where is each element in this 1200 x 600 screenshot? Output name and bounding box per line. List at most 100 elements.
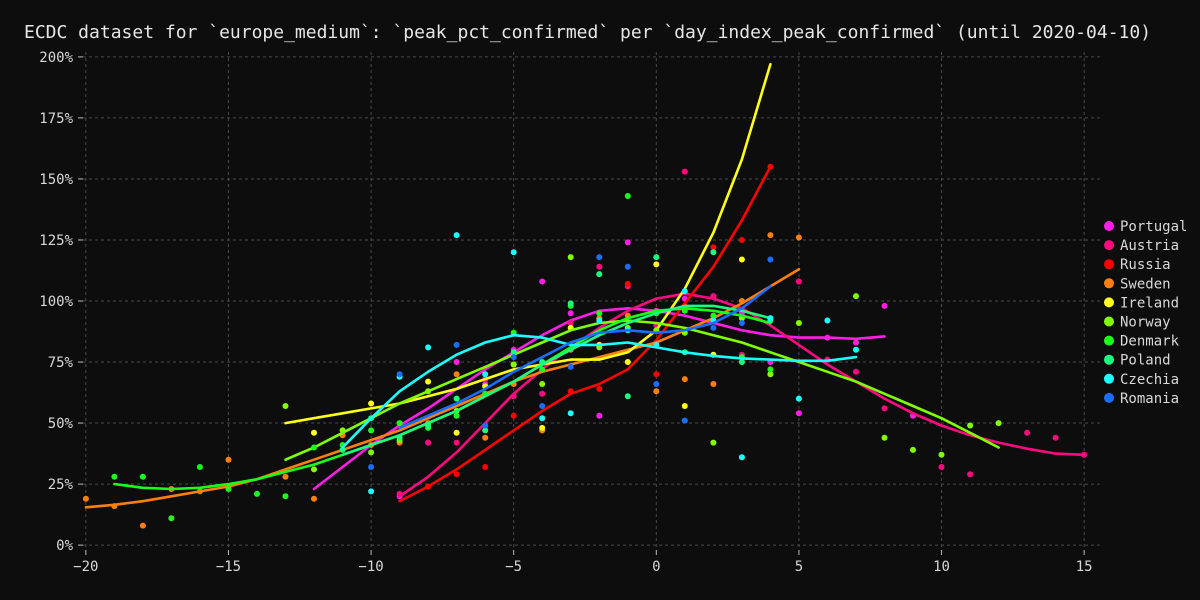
data-point-russia (596, 385, 603, 392)
data-point-romania (453, 341, 460, 348)
data-point-sweden (225, 456, 232, 463)
data-point-poland (567, 300, 574, 307)
data-point-ireland (738, 256, 745, 263)
data-point-poland (710, 249, 717, 256)
data-point-russia (738, 237, 745, 243)
axes: −20 −15 −10 −5 0 5 10 150%25%50%75%100%125%150%… (39, 50, 1092, 575)
y-tick-label: 25% (48, 477, 74, 493)
data-point-austria (510, 393, 517, 400)
data-point-denmark (453, 412, 460, 419)
data-point-romania (767, 256, 774, 263)
data-point-romania (510, 354, 517, 361)
data-point-norway (995, 420, 1002, 427)
data-point-sweden (710, 381, 717, 387)
legend-item-portugal: Portugal (1104, 219, 1187, 235)
data-point-czechia (738, 454, 745, 461)
legend-item-romania: Romania (1104, 391, 1179, 407)
y-tick-label: 100% (39, 294, 73, 310)
y-tick-label: 200% (39, 50, 73, 66)
data-point-poland (539, 359, 546, 365)
data-point-sweden (681, 376, 688, 383)
x-tick-label: 5 (795, 559, 803, 575)
data-point-denmark (168, 515, 175, 522)
data-point-romania (368, 464, 375, 470)
data-point-sweden (482, 434, 489, 441)
data-point-austria (453, 439, 460, 446)
data-point-romania (624, 263, 631, 270)
series-poland (339, 249, 774, 457)
data-point-denmark (681, 307, 688, 314)
data-point-austria (1052, 434, 1059, 441)
legend-item-norway: Norway (1104, 315, 1171, 331)
data-point-czechia (681, 288, 688, 295)
data-point-austria (681, 168, 688, 175)
data-point-denmark (396, 420, 403, 427)
data-point-denmark (624, 193, 631, 199)
data-point-russia (482, 464, 489, 470)
y-tick-label: 175% (39, 111, 73, 127)
legend-item-sweden: Sweden (1104, 276, 1171, 292)
data-point-norway (967, 422, 974, 429)
data-point-sweden (82, 495, 89, 502)
legend-label: Denmark (1120, 334, 1180, 350)
data-point-denmark (767, 366, 774, 373)
data-point-norway (510, 361, 517, 368)
trend-line-sweden (84, 268, 801, 509)
data-point-czechia (539, 415, 546, 422)
series-portugal (312, 239, 916, 500)
data-point-portugal (824, 334, 831, 341)
data-point-denmark (710, 312, 717, 319)
data-point-norway (368, 449, 375, 456)
data-point-austria (596, 263, 603, 270)
trend-line-romania (398, 285, 772, 430)
data-point-portugal (881, 302, 888, 309)
data-point-portugal (853, 339, 859, 346)
data-point-romania (710, 324, 717, 331)
data-point-poland (482, 427, 489, 434)
data-point-portugal (567, 310, 574, 317)
data-point-poland (653, 254, 660, 261)
data-point-denmark (111, 473, 118, 480)
legend-label: Czechia (1120, 372, 1179, 388)
data-point-austria (425, 439, 432, 446)
data-point-norway (282, 403, 289, 409)
data-point-austria (853, 368, 859, 375)
data-point-poland (738, 359, 745, 365)
y-tick-label: 0% (56, 538, 73, 554)
legend-item-ireland: Ireland (1104, 295, 1179, 311)
data-point-sweden (139, 522, 146, 529)
data-point-poland (510, 349, 517, 356)
series-denmark (111, 193, 774, 522)
legend-marker (1104, 392, 1114, 403)
data-point-poland (396, 434, 403, 441)
data-point-denmark (282, 493, 289, 500)
data-point-russia (710, 244, 717, 251)
grid-lines (83, 52, 1101, 550)
data-point-czechia (567, 410, 574, 417)
data-point-romania (482, 422, 489, 429)
data-point-romania (653, 381, 660, 387)
data-point-austria (1081, 451, 1088, 458)
data-point-sweden (453, 371, 460, 378)
data-point-denmark (139, 473, 146, 480)
data-point-austria (396, 490, 403, 497)
y-tick-label: 150% (39, 172, 73, 188)
data-point-czechia (795, 395, 802, 402)
data-point-russia (510, 412, 517, 419)
data-point-russia (453, 471, 460, 478)
data-point-czechia (596, 317, 603, 324)
trend-line-russia (398, 165, 772, 503)
data-point-denmark (539, 366, 546, 373)
legend-marker (1104, 373, 1114, 384)
data-point-austria (881, 405, 888, 412)
data-point-ireland (311, 429, 317, 436)
data-point-romania (738, 320, 745, 326)
data-point-romania (596, 254, 603, 261)
legend-marker (1104, 335, 1114, 346)
trend-line-poland (341, 304, 772, 457)
data-point-romania (567, 363, 574, 370)
data-point-norway (938, 451, 945, 458)
data-point-norway (853, 293, 859, 300)
data-point-czechia (510, 249, 517, 256)
